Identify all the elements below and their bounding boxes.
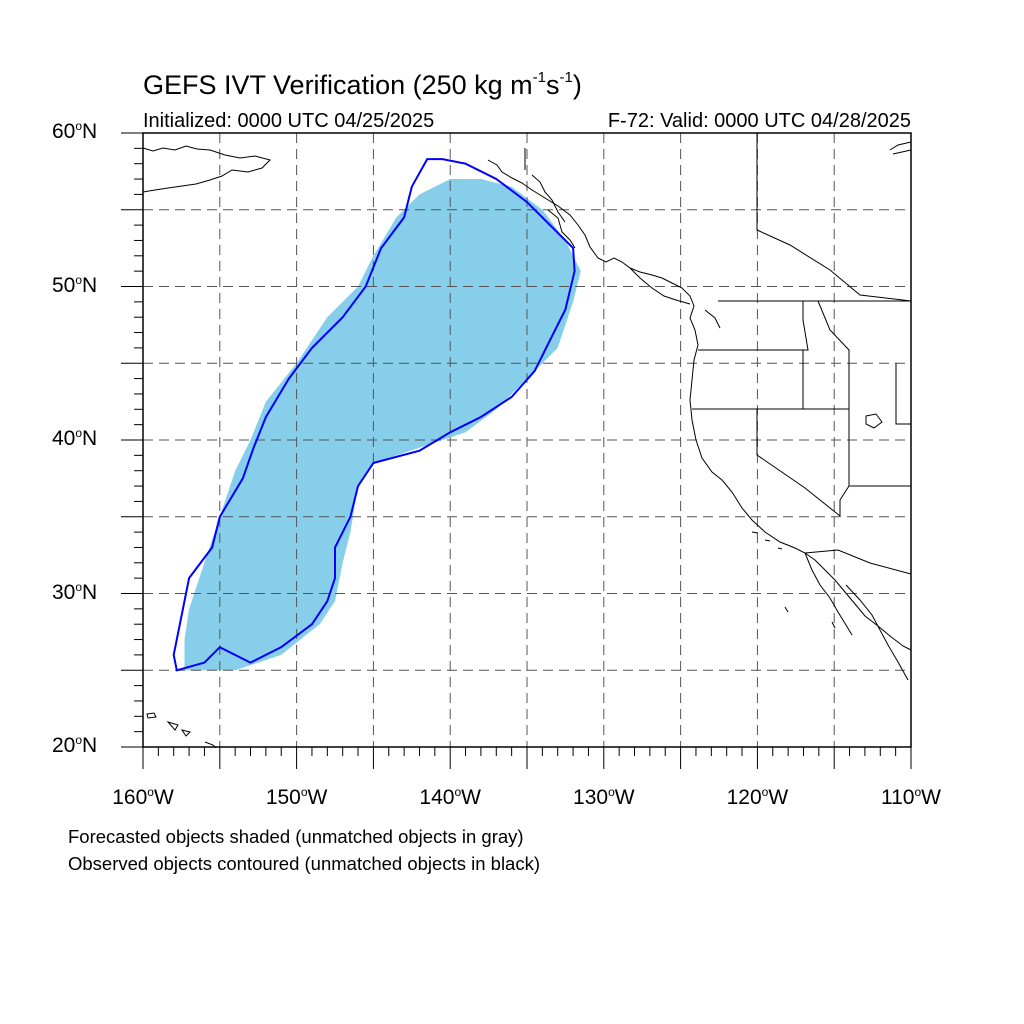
great-salt-lake — [865, 413, 883, 429]
label-number: 60 — [52, 120, 76, 143]
hawaii-islands — [146, 712, 217, 749]
title-main: GEFS IVT Verification (250 kg m — [143, 70, 533, 100]
hemisphere-letter: N — [82, 427, 98, 450]
latitude-label: 50oN — [52, 273, 97, 298]
degree-symbol: o — [75, 119, 83, 133]
footnote-observed: Observed objects contoured (unmatched ob… — [68, 853, 541, 874]
hemisphere-letter: W — [307, 786, 328, 809]
us-mexico-border — [804, 549, 912, 575]
alaska-coast-east — [889, 141, 912, 155]
label-number: 50 — [52, 273, 76, 297]
north-american-coastline — [487, 159, 912, 651]
label-number: 40 — [52, 427, 76, 450]
hemisphere-letter: N — [82, 580, 98, 604]
init-time-label: Initialized: 0000 UTC 04/25/2025 — [143, 110, 435, 132]
label-number: 130 — [573, 786, 609, 809]
hemisphere-letter: W — [768, 786, 789, 809]
hemisphere-letter: N — [82, 273, 98, 297]
hemisphere-letter: W — [153, 786, 174, 809]
hemisphere-letter: N — [82, 734, 98, 757]
latitude-label: 20oN — [52, 733, 97, 758]
longitude-label: 150oW — [266, 785, 328, 810]
degree-symbol: o — [454, 785, 462, 799]
title-exponent-1: -1 — [532, 69, 546, 86]
degree-symbol: o — [761, 785, 769, 799]
hemisphere-letter: N — [82, 120, 98, 143]
observed-ivt-object-contour — [172, 158, 576, 672]
degree-symbol: o — [914, 785, 922, 799]
hemisphere-letter: W — [461, 786, 481, 809]
degree-symbol: o — [608, 785, 615, 799]
hemisphere-letter: W — [614, 786, 635, 809]
canada-internal-border — [756, 133, 912, 302]
degree-symbol: o — [75, 272, 83, 287]
california-nevada-border — [756, 409, 841, 517]
idaho-border — [802, 300, 850, 409]
political-borders — [524, 133, 912, 575]
title-exponent-2: -1 — [559, 69, 573, 86]
longitude-label: 160oW — [112, 785, 174, 810]
longitude-label: 110oW — [881, 785, 941, 810]
utah-border — [849, 363, 911, 487]
valid-time-label: F-72: Valid: 0000 UTC 04/28/2025 — [607, 110, 911, 132]
title-close: ) — [572, 70, 582, 100]
degree-symbol: o — [75, 733, 83, 747]
chart-title: GEFS IVT Verification (250 kg m-1s-1) — [143, 69, 582, 101]
degree-symbol: o — [75, 579, 83, 594]
degree-symbol: o — [147, 785, 154, 799]
forecast-ivt-object — [184, 179, 581, 671]
washington-oregon-border — [698, 301, 809, 351]
nevada-arizona-border — [839, 409, 850, 516]
latitude-label: 30oN — [52, 580, 97, 605]
label-number: 30 — [52, 580, 76, 604]
label-number: 160 — [112, 786, 148, 809]
longitude-label: 140oW — [419, 785, 481, 810]
hemisphere-letter: W — [921, 786, 941, 809]
longitude-label: 130oW — [573, 785, 635, 810]
label-number: 120 — [726, 786, 762, 809]
axis-ticks — [121, 132, 912, 769]
label-number: 20 — [52, 734, 76, 757]
lat-lon-grid — [143, 133, 911, 747]
channel-islands — [751, 531, 836, 629]
degree-symbol: o — [75, 426, 83, 440]
footnote-forecast: Forecasted objects shaded (unmatched obj… — [68, 826, 524, 847]
title-mid: s — [546, 70, 560, 100]
label-number: 140 — [419, 786, 455, 809]
baja-california-outline — [804, 552, 909, 681]
label-number: 150 — [265, 786, 301, 809]
latitude-label: 60oN — [52, 119, 97, 144]
alaska-coast-west — [142, 145, 271, 193]
canada-coast-islands — [531, 174, 721, 329]
latitude-label: 40oN — [52, 426, 97, 451]
label-number: 110 — [881, 786, 915, 809]
coastlines — [142, 141, 912, 749]
degree-symbol: o — [300, 785, 308, 799]
longitude-label: 120oW — [727, 785, 789, 810]
